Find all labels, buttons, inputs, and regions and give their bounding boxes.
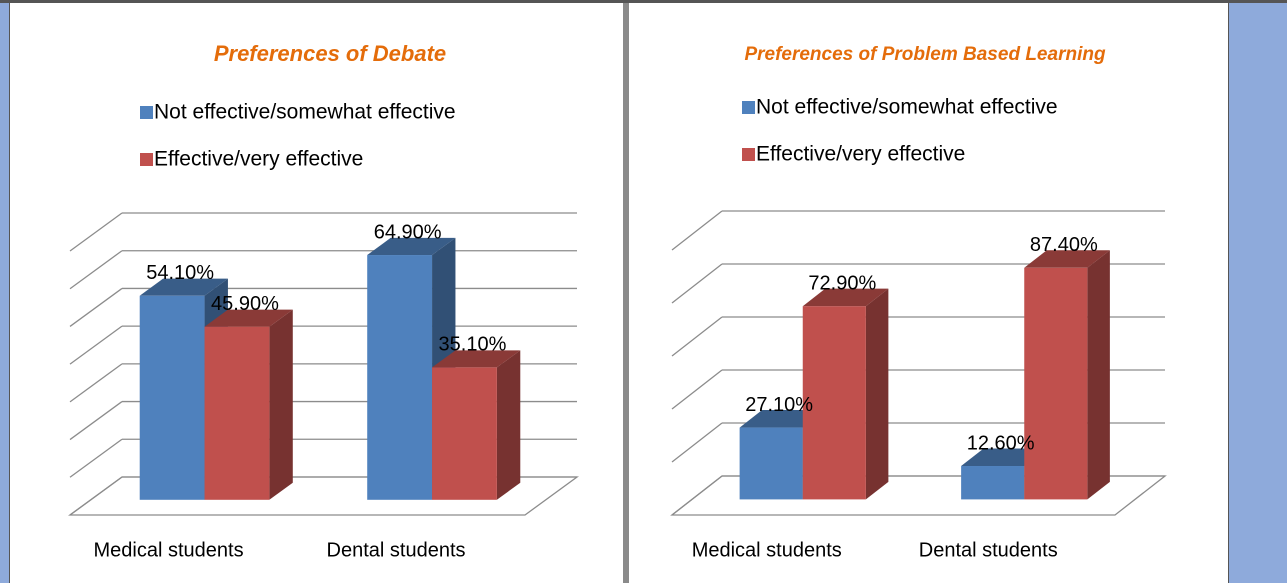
grid-line-side <box>69 287 123 327</box>
data-label: 12.60% <box>967 432 1035 454</box>
grid-line-side <box>69 476 123 516</box>
grid-line-side <box>671 316 723 357</box>
bar-top <box>367 237 456 256</box>
bar-top <box>432 350 521 368</box>
bar <box>739 427 803 500</box>
data-label: 87.40% <box>1030 234 1098 256</box>
grid-line-side <box>69 325 123 365</box>
bar-side <box>496 350 521 500</box>
panel-border <box>1228 3 1229 583</box>
x-tick-label: Dental students <box>919 539 1058 561</box>
left-strip <box>0 0 9 583</box>
legend-label: Not effective/somewhat effective <box>154 101 456 124</box>
grid-line-side <box>671 475 723 516</box>
bar-top <box>204 309 293 327</box>
bar <box>139 295 205 500</box>
data-label: 27.10% <box>745 394 813 416</box>
top-border <box>0 0 1287 3</box>
grid-line-side <box>69 401 123 441</box>
legend-label: Not effective/somewhat effective <box>756 96 1058 119</box>
bar-top <box>1024 250 1110 268</box>
grid-line-side <box>69 212 123 252</box>
legend-label: Effective/very effective <box>756 143 965 166</box>
bar-side <box>1087 250 1110 500</box>
bar-top <box>802 288 889 307</box>
data-label: 54.10% <box>146 262 214 284</box>
data-label: 45.90% <box>211 293 279 315</box>
grid-line-side <box>671 422 723 463</box>
bar <box>432 367 497 500</box>
grid-line-side <box>671 263 723 304</box>
grid-line-side <box>69 363 123 403</box>
data-label: 64.90% <box>374 221 442 243</box>
bar <box>1024 267 1088 500</box>
chart-title: Preferences of Debate <box>214 41 446 66</box>
grid-line-side <box>69 438 123 478</box>
bar <box>367 255 433 500</box>
bar-side <box>865 288 889 500</box>
right-strip <box>1229 0 1287 583</box>
legend-label: Effective/very effective <box>154 148 363 171</box>
x-tick-label: Medical students <box>94 539 244 561</box>
legend-swatch <box>140 153 153 166</box>
legend-swatch <box>742 148 755 161</box>
data-label: 35.10% <box>439 334 507 356</box>
data-label: 72.90% <box>808 272 876 294</box>
grid-line-side <box>671 210 723 251</box>
grid-line-side <box>671 369 723 410</box>
bar-top <box>139 278 228 296</box>
x-tick-label: Dental students <box>327 539 466 561</box>
chart-title: Preferences of Problem Based Learning <box>744 44 1106 65</box>
legend-swatch <box>140 106 153 119</box>
bar <box>802 306 866 500</box>
bar-side <box>269 309 293 500</box>
bar <box>204 326 270 500</box>
bar <box>961 466 1025 500</box>
legend-swatch <box>742 101 755 114</box>
grid-line-side <box>69 250 123 290</box>
divider <box>623 3 629 583</box>
panel-border <box>9 3 10 583</box>
x-tick-label: Medical students <box>692 539 842 561</box>
